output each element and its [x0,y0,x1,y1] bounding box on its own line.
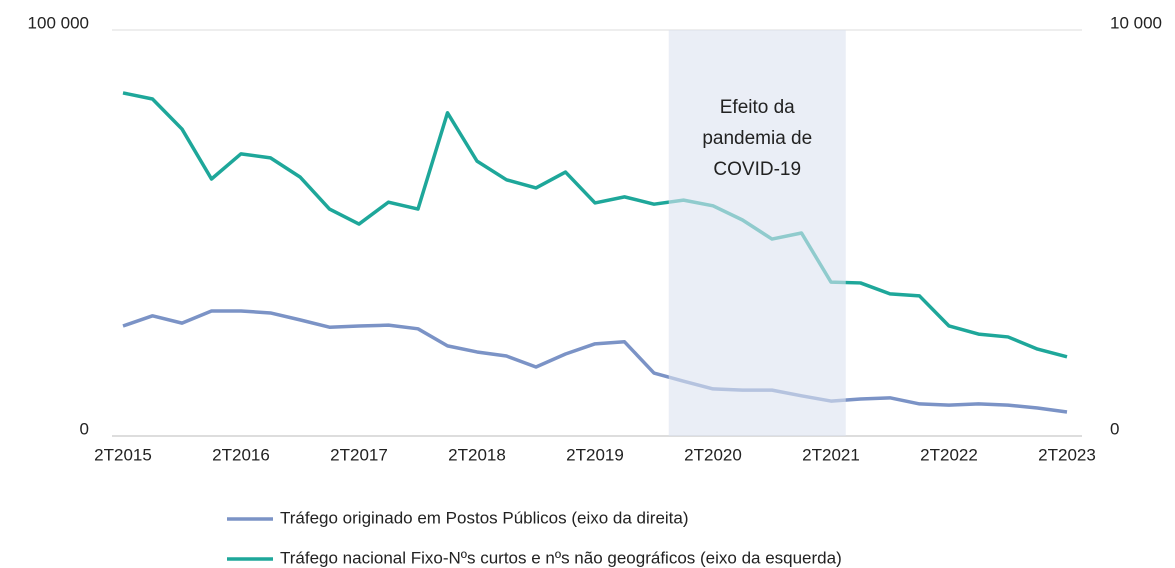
x-tick-label: 2T2018 [448,445,506,464]
highlight-region [668,30,846,436]
annotation: COVID-19 [713,159,801,180]
annotation: pandemia de [702,128,812,149]
series-line [122,309,1068,414]
x-tick-label: 2T2017 [330,445,388,464]
y2-tick-label: 10 000 [1110,13,1162,32]
legend-label: Tráfego nacional Fixo-Nºs curtos e nºs n… [280,548,842,567]
series-line [122,91,1068,359]
x-tick-label: 2T2023 [1038,445,1096,464]
y2-tick-label: 0 [1110,419,1119,438]
x-tick-label: 2T2015 [94,445,152,464]
x-tick-label: 2T2016 [212,445,270,464]
x-tick-label: 2T2021 [802,445,860,464]
legend-label: Tráfego originado em Postos Públicos (ei… [280,508,689,527]
y-tick-label: 100 000 [28,13,89,32]
x-tick-label: 2T2020 [684,445,742,464]
x-tick-label: 2T2022 [920,445,978,464]
x-tick-label: 2T2019 [566,445,624,464]
annotation: Efeito da [720,97,795,118]
y-tick-label: 0 [80,419,89,438]
